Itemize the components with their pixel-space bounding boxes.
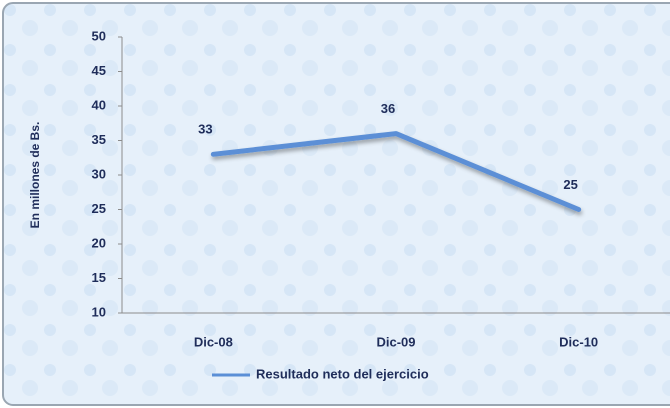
y-axis-label: En millones de Bs. <box>28 122 42 229</box>
data-label: 25 <box>563 177 577 192</box>
y-tick-label: 45 <box>92 63 106 78</box>
y-tick-label: 10 <box>92 304 106 319</box>
y-tick-label: 50 <box>92 28 106 43</box>
y-tick-label: 15 <box>92 270 106 285</box>
y-tick-label: 30 <box>92 166 106 181</box>
y-tick-label: 20 <box>92 235 106 250</box>
y-tick-label: 35 <box>92 132 106 147</box>
data-label: 33 <box>198 122 212 137</box>
y-tick-label: 40 <box>92 97 106 112</box>
series-line <box>210 131 582 212</box>
data-label: 36 <box>381 101 395 116</box>
y-tick-label: 25 <box>92 201 106 216</box>
x-tick-label: Dic-10 <box>559 334 598 349</box>
x-tick-label: Dic-09 <box>376 334 415 349</box>
x-tick-label: Dic-08 <box>194 334 233 349</box>
legend-label: Resultado neto del ejercicio <box>256 366 429 381</box>
